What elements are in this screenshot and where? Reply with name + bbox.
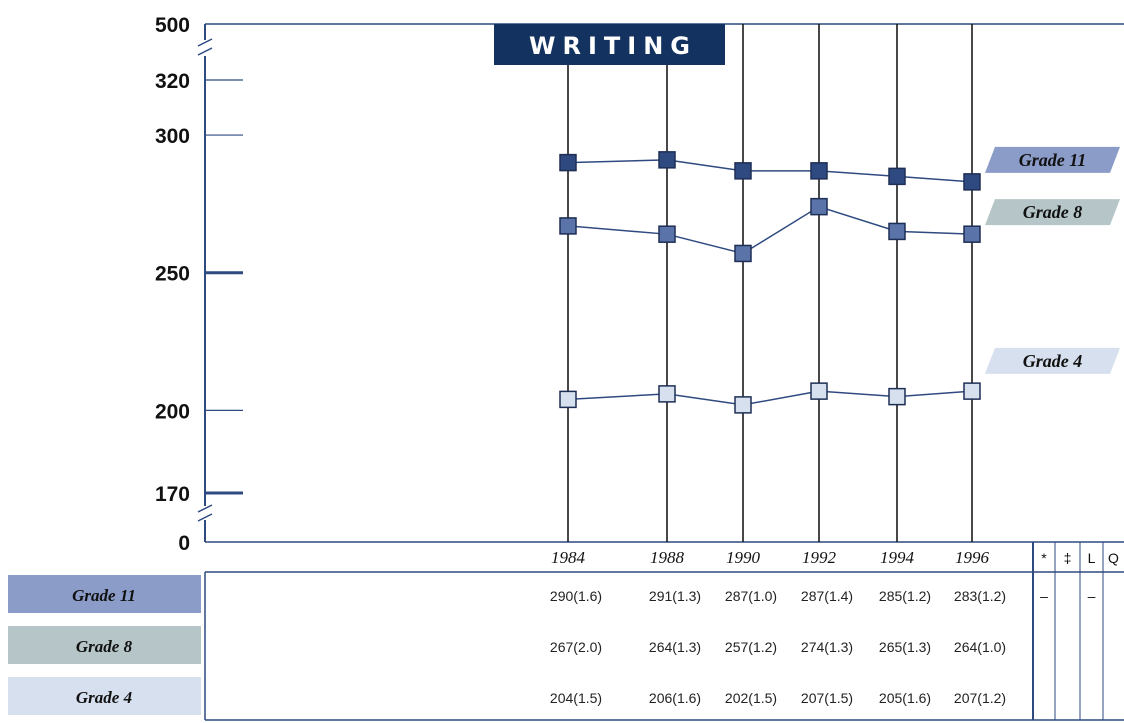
data-point (810, 197, 828, 216)
table-cell: 287(1.4) (801, 588, 853, 604)
table-cell: 207(1.2) (954, 690, 1006, 706)
row-label: Grade 11 (72, 586, 136, 605)
axis-break-mark (197, 504, 213, 513)
table-cell: 291(1.3) (649, 588, 701, 604)
table-cell: 202(1.5) (725, 690, 777, 706)
data-point (888, 222, 906, 241)
x-tick-label: 1992 (802, 548, 837, 567)
table-cell: 204(1.5) (550, 690, 602, 706)
flag-col-header: ‡ (1064, 550, 1072, 566)
data-point (810, 382, 828, 400)
series-label: Grade 11 (1019, 150, 1087, 170)
row-label-box (8, 575, 201, 613)
axis-break-mark (197, 47, 213, 56)
data-point (559, 390, 577, 409)
series-label: Grade 8 (1023, 202, 1083, 222)
table-cell: 283(1.2) (954, 588, 1006, 604)
data-point (888, 387, 906, 406)
table-cell: 287(1.0) (725, 588, 777, 604)
data-point (734, 244, 752, 263)
row-label-box (8, 677, 201, 715)
axis-break-mark (197, 513, 213, 522)
table-cell: 290(1.6) (550, 588, 602, 604)
data-point (658, 225, 676, 243)
data-point (734, 162, 752, 180)
series-label-tag (985, 347, 1120, 374)
table-cell: 264(1.0) (954, 639, 1006, 655)
x-tick-label: 1990 (726, 548, 761, 567)
series-labels: Grade 11 Grade 8 Grade 4 (985, 146, 1120, 374)
chart-title: WRITING (529, 32, 697, 60)
axis-break-mark (197, 38, 213, 47)
row-label: Grade 4 (76, 688, 132, 707)
axes: 500 320 300 250 200 170 0 (155, 14, 1124, 555)
x-tick-label: 1994 (880, 548, 915, 567)
data-point (963, 173, 981, 191)
data-point (658, 151, 676, 169)
data-point (963, 225, 981, 243)
table-cell: 205(1.6) (879, 690, 931, 706)
data-point (888, 167, 906, 186)
flag-cell: – (1040, 588, 1048, 604)
x-tick-label: 1988 (650, 548, 685, 567)
y-tick-label: 170 (155, 483, 190, 506)
y-tick-label: 300 (155, 125, 190, 148)
data-point (559, 153, 577, 172)
row-label: Grade 8 (76, 637, 133, 656)
table-cell: 257(1.2) (725, 639, 777, 655)
flag-col-header: L (1088, 550, 1096, 566)
row-label-box (8, 626, 201, 664)
table-cell: 207(1.5) (801, 690, 853, 706)
x-tick-label: 1984 (551, 548, 586, 567)
x-tick-label: 1996 (955, 548, 990, 567)
table-cell: 267(2.0) (550, 639, 602, 655)
table-cell: 274(1.3) (801, 639, 853, 655)
table-cell: 265(1.3) (879, 639, 931, 655)
data-point (559, 217, 577, 235)
flag-col-header: * (1041, 550, 1047, 566)
flag-col-header: Q (1108, 550, 1119, 566)
data-point (734, 396, 752, 414)
data-point (963, 382, 981, 400)
table-cell: 206(1.6) (649, 690, 701, 706)
series-label-tag (985, 146, 1120, 173)
year-gridlines: 1984 1988 1990 1992 1994 1996 (551, 24, 990, 567)
flag-cell: – (1088, 588, 1096, 604)
series-lines (559, 151, 981, 414)
data-point (658, 385, 676, 403)
y-tick-label: 200 (155, 400, 190, 423)
title-box (494, 24, 725, 65)
series-line (567, 159, 973, 183)
y-tick-label: 0 (178, 532, 190, 555)
table-cell: 264(1.3) (649, 639, 701, 655)
series-label-tag (985, 199, 1120, 226)
series-label: Grade 4 (1023, 351, 1083, 371)
y-tick-label: 500 (155, 14, 190, 37)
y-tick-label: 250 (155, 263, 190, 286)
table-cell: 285(1.2) (879, 588, 931, 604)
y-tick-label: 320 (155, 70, 190, 93)
data-table: * ‡ L Q Grade 11 290(1.6) 291(1.3) 287(1.0) 287(… (8, 542, 1124, 721)
series-line (567, 390, 973, 406)
data-point (810, 162, 828, 180)
series-line (567, 205, 973, 255)
